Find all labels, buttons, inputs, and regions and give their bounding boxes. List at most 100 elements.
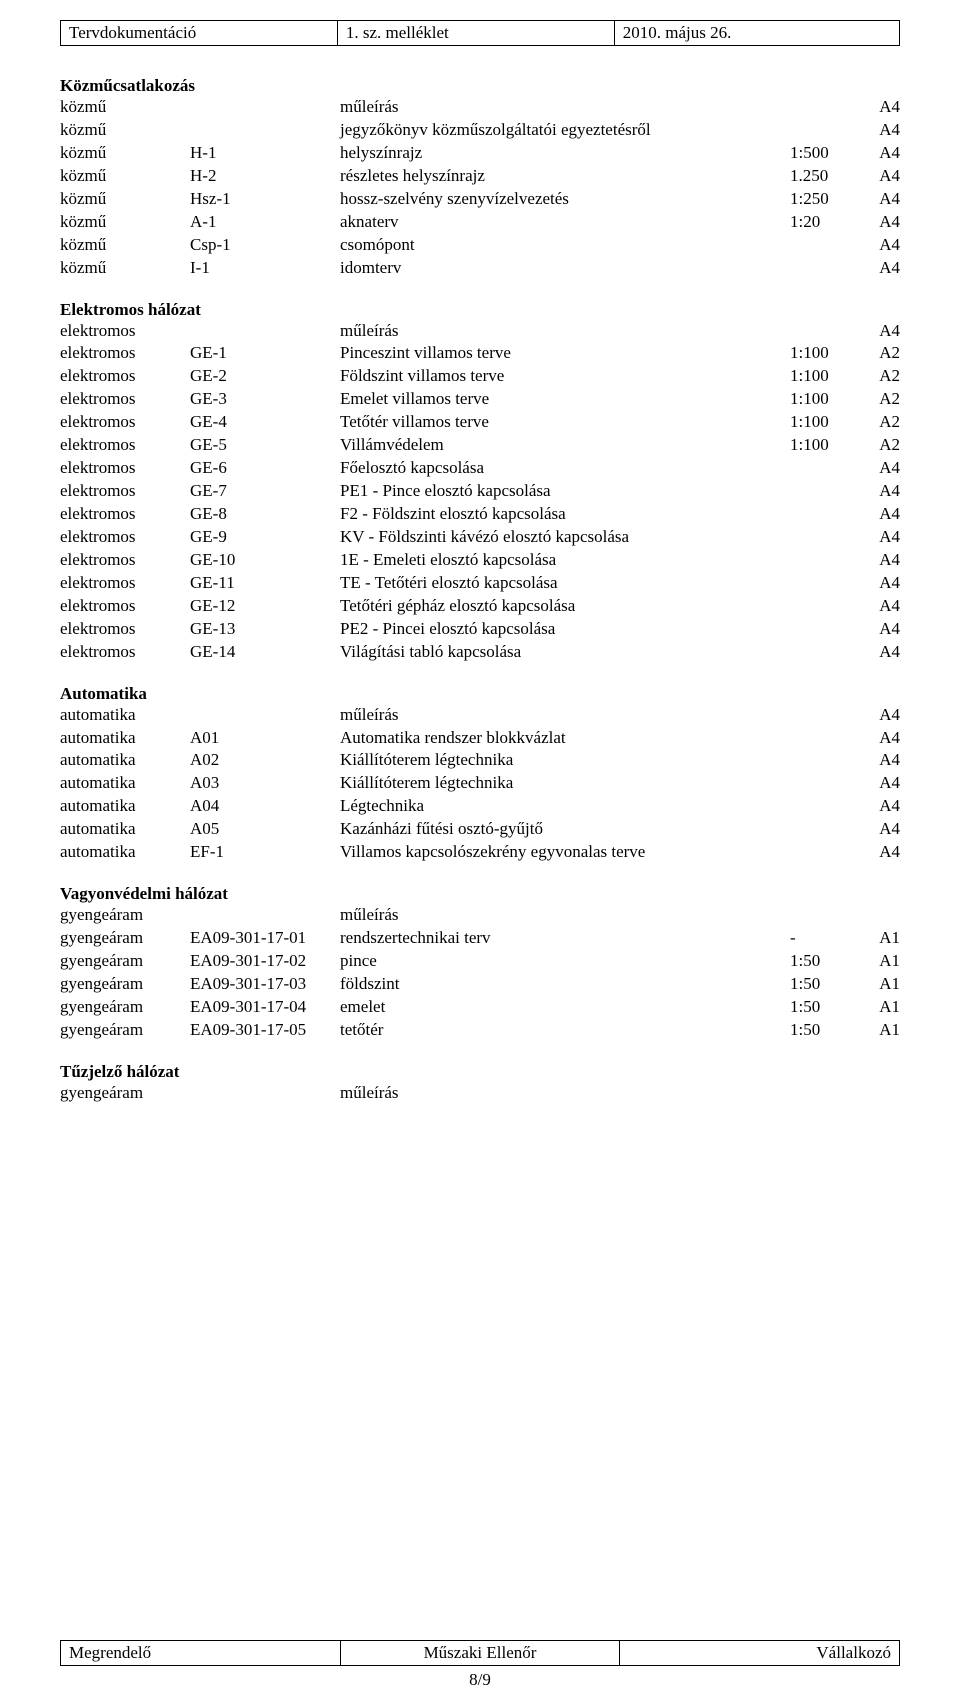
cell-scale xyxy=(790,818,860,841)
cell-format: A2 xyxy=(860,342,900,365)
cell-format: A1 xyxy=(860,973,900,996)
cell-description: Kiállítóterem légtechnika xyxy=(340,749,790,772)
cell-format: A4 xyxy=(860,704,900,727)
cell-format: A4 xyxy=(860,96,900,119)
cell-format xyxy=(860,904,900,927)
section-title: Tűzjelző hálózat xyxy=(60,1062,900,1082)
cell-category: elektromos xyxy=(60,595,190,618)
cell-category: elektromos xyxy=(60,549,190,572)
cell-description: helyszínrajz xyxy=(340,142,790,165)
sections-container: KözműcsatlakozásközműműleírásA4közműjegy… xyxy=(60,76,900,1105)
cell-scale: 1:100 xyxy=(790,411,860,434)
cell-description: hossz-szelvény szenyvízelvezetés xyxy=(340,188,790,211)
cell-format: A2 xyxy=(860,365,900,388)
cell-format: A4 xyxy=(860,503,900,526)
cell-scale xyxy=(790,904,860,927)
cell-code xyxy=(190,904,340,927)
cell-format: A4 xyxy=(860,526,900,549)
page-number: 8/9 xyxy=(60,1670,900,1690)
cell-scale xyxy=(790,503,860,526)
cell-description: TE - Tetőtéri elosztó kapcsolása xyxy=(340,572,790,595)
section-title: Elektromos hálózat xyxy=(60,300,900,320)
cell-scale xyxy=(790,641,860,664)
cell-category: elektromos xyxy=(60,457,190,480)
cell-format: A1 xyxy=(860,996,900,1019)
cell-scale: 1:50 xyxy=(790,1019,860,1042)
footer-table: Megrendelő Műszaki Ellenőr Vállalkozó xyxy=(60,1640,900,1666)
cell-category: közmű xyxy=(60,119,190,142)
table-row: gyengeáramEA09-301-17-05tetőtér1:50A1 xyxy=(60,1019,900,1042)
cell-scale xyxy=(790,549,860,572)
cell-code: EA09-301-17-03 xyxy=(190,973,340,996)
cell-description: Tetőtér villamos terve xyxy=(340,411,790,434)
cell-scale xyxy=(790,526,860,549)
table-row: gyengeáramEA09-301-17-01rendszertechnika… xyxy=(60,927,900,950)
cell-format: A4 xyxy=(860,618,900,641)
cell-scale: 1:100 xyxy=(790,388,860,411)
cell-category: automatika xyxy=(60,772,190,795)
cell-code: GE-5 xyxy=(190,434,340,457)
table-row: közműH-2részletes helyszínrajz1.250A4 xyxy=(60,165,900,188)
cell-code xyxy=(190,320,340,343)
cell-code: H-1 xyxy=(190,142,340,165)
cell-description: idomterv xyxy=(340,257,790,280)
cell-format: A4 xyxy=(860,595,900,618)
cell-code: GE-1 xyxy=(190,342,340,365)
table-row: gyengeáramműleírás xyxy=(60,904,900,927)
cell-scale xyxy=(790,320,860,343)
table-row: közműHsz-1hossz-szelvény szenyvízelvezet… xyxy=(60,188,900,211)
cell-scale: 1:50 xyxy=(790,950,860,973)
footer-cell-inspector: Műszaki Ellenőr xyxy=(340,1641,620,1666)
cell-description: KV - Földszinti kávézó elosztó kapcsolás… xyxy=(340,526,790,549)
cell-category: elektromos xyxy=(60,320,190,343)
cell-description: műleírás xyxy=(340,1082,790,1105)
cell-code xyxy=(190,119,340,142)
cell-scale xyxy=(790,772,860,795)
cell-description: PE1 - Pince elosztó kapcsolása xyxy=(340,480,790,503)
cell-category: automatika xyxy=(60,795,190,818)
cell-description: földszint xyxy=(340,973,790,996)
cell-description: Világítási tabló kapcsolása xyxy=(340,641,790,664)
table-row: elektromosGE-1Pinceszint villamos terve1… xyxy=(60,342,900,365)
table-row: elektromosGE-12Tetőtéri gépház elosztó k… xyxy=(60,595,900,618)
cell-format: A4 xyxy=(860,772,900,795)
table-row: gyengeáramEA09-301-17-02pince1:50A1 xyxy=(60,950,900,973)
cell-category: elektromos xyxy=(60,365,190,388)
table-row: elektromosGE-14Világítási tabló kapcsolá… xyxy=(60,641,900,664)
cell-format: A1 xyxy=(860,927,900,950)
cell-category: automatika xyxy=(60,704,190,727)
cell-code: A05 xyxy=(190,818,340,841)
cell-scale: 1:50 xyxy=(790,973,860,996)
cell-scale: 1:100 xyxy=(790,365,860,388)
cell-description: tetőtér xyxy=(340,1019,790,1042)
cell-code: GE-12 xyxy=(190,595,340,618)
table-row: elektromosGE-8F2 - Földszint elosztó kap… xyxy=(60,503,900,526)
table-row: automatikaA03Kiállítóterem légtechnikaA4 xyxy=(60,772,900,795)
cell-code: GE-14 xyxy=(190,641,340,664)
cell-category: gyengeáram xyxy=(60,927,190,950)
cell-category: gyengeáram xyxy=(60,973,190,996)
cell-category: elektromos xyxy=(60,342,190,365)
cell-category: gyengeáram xyxy=(60,950,190,973)
cell-category: gyengeáram xyxy=(60,1019,190,1042)
section-title: Vagyonvédelmi hálózat xyxy=(60,884,900,904)
cell-code xyxy=(190,704,340,727)
cell-description: Villamos kapcsolószekrény egyvonalas ter… xyxy=(340,841,790,864)
footer-cell-contractor: Vállalkozó xyxy=(620,1641,900,1666)
cell-description: Kiállítóterem légtechnika xyxy=(340,772,790,795)
cell-category: közmű xyxy=(60,96,190,119)
cell-format: A2 xyxy=(860,388,900,411)
cell-scale xyxy=(790,257,860,280)
cell-format xyxy=(860,1082,900,1105)
table-row: elektromosműleírásA4 xyxy=(60,320,900,343)
cell-format: A4 xyxy=(860,641,900,664)
cell-format: A4 xyxy=(860,188,900,211)
cell-description: Kazánházi fűtési osztó-gyűjtő xyxy=(340,818,790,841)
cell-description: Tetőtéri gépház elosztó kapcsolása xyxy=(340,595,790,618)
cell-scale: 1:250 xyxy=(790,188,860,211)
cell-description: műleírás xyxy=(340,704,790,727)
table-row: automatikaEF-1Villamos kapcsolószekrény … xyxy=(60,841,900,864)
cell-scale xyxy=(790,618,860,641)
cell-category: automatika xyxy=(60,841,190,864)
cell-code: Csp-1 xyxy=(190,234,340,257)
